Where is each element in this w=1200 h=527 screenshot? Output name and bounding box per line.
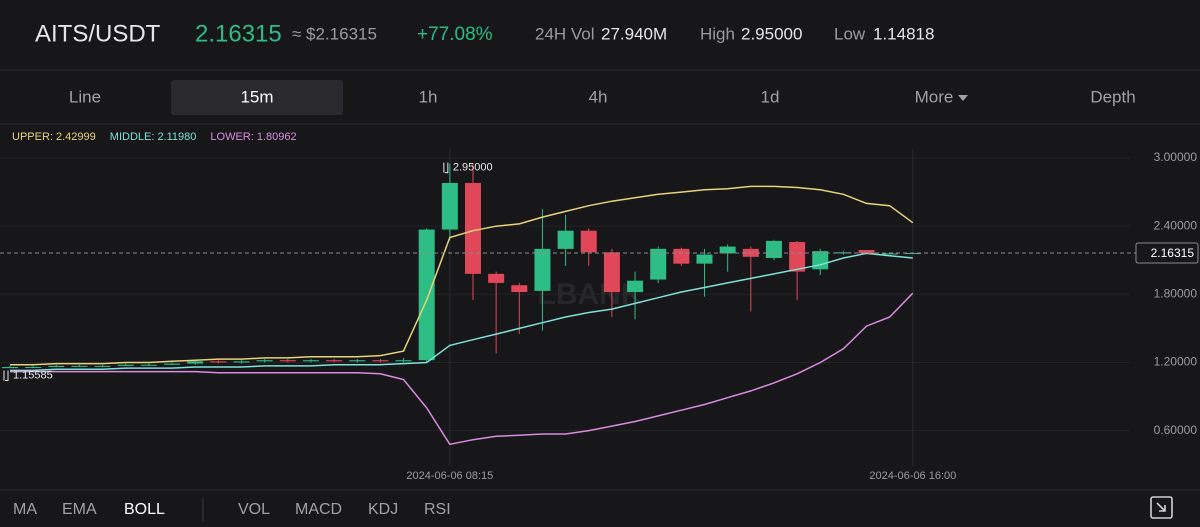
- candle-body: [326, 360, 343, 362]
- band-line: [10, 185, 914, 366]
- y-tick-label: 0.60000: [1154, 423, 1198, 437]
- candle-body: [372, 360, 389, 362]
- band-line: [10, 252, 913, 372]
- y-tick-label: 1.20000: [1154, 355, 1198, 369]
- tab[interactable]: 4h: [589, 87, 608, 106]
- candle-body: [2, 367, 18, 369]
- annotation-marker: [443, 162, 449, 174]
- chart: UPPER: 2.42999 MIDDLE: 2.11980 LOWER: 1.80…: [0, 131, 1199, 482]
- candle-body: [603, 252, 620, 293]
- tab[interactable]: Depth: [1090, 87, 1135, 106]
- candle-body: [94, 365, 111, 367]
- dropdown-arrow: [958, 95, 968, 101]
- candle-body: [650, 248, 667, 280]
- indicator-tab[interactable]: VOL: [238, 501, 270, 518]
- candle-body: [627, 280, 644, 293]
- y-tick-label: 3.00000: [1154, 150, 1198, 164]
- candle-body: [210, 361, 227, 363]
- candle-body: [302, 360, 319, 362]
- x-tick-label: 2024-06-06 08:15: [406, 470, 493, 482]
- indicator-tab[interactable]: RSI: [424, 501, 451, 518]
- tab[interactable]: More: [915, 87, 954, 106]
- fullscreen-icon[interactable]: [1150, 496, 1173, 519]
- legend-entry: MIDDLE: 2.11980: [110, 131, 197, 143]
- candle-body: [48, 365, 65, 368]
- indicator-tab[interactable]: BOLL: [124, 501, 165, 518]
- tab[interactable]: Line: [69, 87, 101, 106]
- tab[interactable]: 1d: [761, 87, 780, 106]
- candle-body: [812, 251, 829, 270]
- candle-body: [719, 246, 736, 254]
- candle-body: [71, 365, 88, 367]
- price-tag-label: 2.16315: [1151, 246, 1195, 260]
- candle-body: [511, 285, 528, 293]
- y-tick-label: 1.80000: [1154, 286, 1198, 300]
- candle-body: [465, 182, 481, 274]
- candle-body: [858, 250, 875, 254]
- price-tag: [1135, 242, 1199, 264]
- change: +77.08%: [417, 24, 493, 45]
- candle-body: [557, 230, 574, 249]
- indicator-tab[interactable]: KDJ: [368, 501, 398, 518]
- candle-body: [256, 360, 273, 362]
- vol: 27.940M: [601, 24, 667, 43]
- candle-body: [279, 360, 296, 362]
- annotation-label: 2.95000: [453, 162, 493, 174]
- tab[interactable]: 1h: [419, 87, 438, 106]
- tab[interactable]: 15m: [240, 87, 273, 106]
- approx-price: ≈ $2.16315: [292, 24, 377, 43]
- candle-body: [233, 361, 250, 363]
- indicator-tab[interactable]: MACD: [295, 501, 342, 518]
- candle-body: [25, 367, 42, 369]
- annotation-marker: [3, 370, 9, 381]
- candle-body: [765, 240, 782, 258]
- tab-selected-bg: [171, 80, 343, 115]
- candle-body: [187, 361, 204, 364]
- candle-body: [696, 254, 713, 264]
- candle-body: [673, 248, 690, 264]
- low-label: Low: [834, 24, 866, 43]
- price: 2.16315: [195, 20, 282, 47]
- y-tick-label: 2.40000: [1154, 218, 1198, 232]
- high: 2.95000: [741, 24, 802, 43]
- indicator-tab[interactable]: EMA: [62, 501, 97, 518]
- band-line: [10, 292, 914, 446]
- candle-body: [580, 230, 597, 253]
- candle-body: [140, 364, 157, 366]
- low: 1.14818: [873, 24, 934, 43]
- vol-label: 24H Vol: [535, 24, 595, 43]
- candle-body: [441, 182, 458, 230]
- candle-body: [349, 360, 366, 362]
- candle-body: [789, 242, 806, 272]
- pair: AITS/USDT: [35, 20, 161, 47]
- legend-entry: LOWER: 1.80962: [210, 131, 296, 143]
- candle-body: [881, 253, 898, 255]
- indicator-tab[interactable]: MA: [13, 501, 37, 518]
- candle-body: [418, 229, 435, 361]
- candle-body: [117, 364, 134, 366]
- candle-body: [488, 273, 505, 283]
- annotation-label: 1.15585: [13, 369, 53, 381]
- candle-body: [164, 363, 181, 365]
- high-label: High: [700, 24, 735, 43]
- candle-body: [534, 248, 551, 291]
- legend-entry: UPPER: 2.42999: [12, 131, 96, 143]
- candle-body: [395, 360, 412, 362]
- x-tick-label: 2024-06-06 16:00: [869, 470, 956, 482]
